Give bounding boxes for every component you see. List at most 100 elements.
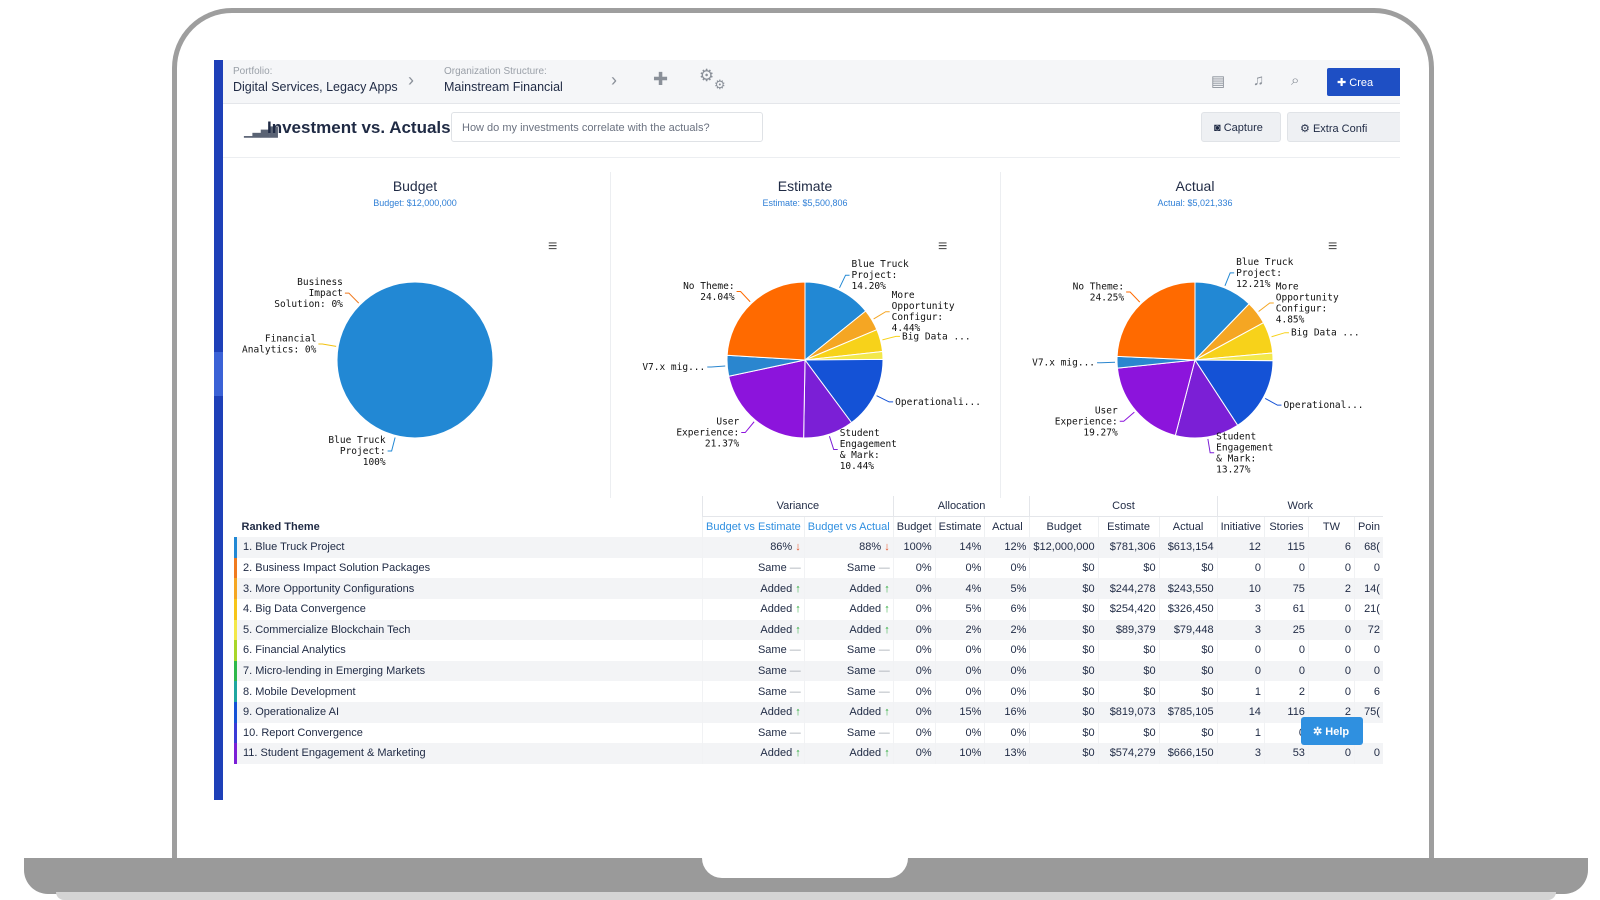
tw-cell: 6 <box>1307 537 1355 558</box>
pie-chart: Blue Truck Project: 14.20%More Opportunity C… <box>642 259 981 472</box>
column-header-cost-budget[interactable]: Budget <box>1029 516 1099 538</box>
table-row[interactable]: 3. More Opportunity Configurations Added … <box>234 578 1383 599</box>
table-row[interactable]: 4. Big Data Convergence Added ↑ Added ↑ 0% 5… <box>234 598 1383 620</box>
alloc-budget-cell: 0% <box>892 743 936 764</box>
ranked-theme-cell[interactable]: 5. Commercialize Blockchain Tech <box>234 619 703 641</box>
alloc-estimate-cell: 4% <box>934 578 985 599</box>
variance-text: Same <box>846 644 876 657</box>
variance-text: Same <box>846 562 876 575</box>
alloc-actual-cell: 0% <box>984 681 1030 702</box>
capture-button[interactable]: ◙ Capture <box>1201 112 1281 142</box>
top-bar: Portfolio: Digital Services, Legacy Apps… <box>223 60 1400 104</box>
ranked-theme-cell[interactable]: 7. Micro-lending in Emerging Markets <box>234 660 703 682</box>
camera-icon: ◙ <box>1214 122 1221 134</box>
bell-icon[interactable]: ♫ <box>1253 72 1265 89</box>
plus-icon[interactable]: ✚ <box>653 69 669 89</box>
pie-slice[interactable] <box>1174 358 1239 439</box>
points-cell: 0 <box>1353 660 1383 682</box>
arrow-up-icon: ↑ <box>792 623 801 636</box>
hamburger-menu-icon[interactable]: ≡ <box>548 238 558 255</box>
pie-label: Student Engagement & Mark: 13.27% <box>1216 431 1273 475</box>
table-row[interactable]: 10. Report Convergence Same — Same —0% 0% 0%… <box>234 722 1383 744</box>
hamburger-menu-icon[interactable]: ≡ <box>1328 238 1338 255</box>
pie-label: More Opportunity Configur: 4.44% <box>892 290 955 334</box>
table-row[interactable]: 5. Commercialize Blockchain Tech Added ↑ A… <box>234 619 1383 641</box>
alloc-budget-cell: 0% <box>892 701 936 723</box>
variance-text: Added <box>760 623 793 636</box>
search-icon[interactable]: ⌕ <box>1291 72 1300 89</box>
pie-slice[interactable] <box>1194 359 1274 426</box>
table-row[interactable]: 1. Blue Truck Project 86% ↓ 88% ↓ 100% 14% 12… <box>234 537 1383 558</box>
initiative-cell: 3 <box>1216 598 1265 620</box>
breadcrumb-value: Digital Services, Legacy Apps <box>233 80 398 94</box>
table-row[interactable]: 11. Student Engagement & Marketing Added … <box>234 743 1383 764</box>
breadcrumb-org-structure[interactable]: Organization Structure: Mainstream Finan… <box>444 66 563 94</box>
table-row[interactable]: 6. Financial Analytics Same — Same —0% 0% 0%… <box>234 640 1383 661</box>
budget-vs-estimate-cell: Added ↑ <box>702 578 805 599</box>
pie-label: V7.x mig... <box>1032 358 1095 369</box>
pie-slice[interactable] <box>804 358 884 424</box>
blank-header <box>236 496 703 517</box>
chart-title: Budget <box>392 178 438 194</box>
table-row[interactable]: 8. Mobile Development Same — Same —0% 0% 0% $… <box>234 681 1383 702</box>
cost-actual-cell: $785,105 <box>1158 701 1218 723</box>
arrow-up-icon: ↑ <box>881 623 890 636</box>
extra-config-button[interactable]: ⚙ Extra Confi <box>1287 112 1400 142</box>
ranked-theme-cell[interactable]: 3. More Opportunity Configurations <box>234 578 703 599</box>
points-cell: 6 <box>1353 681 1383 702</box>
chart-estimate: Estimate Estimate: $5,500,806 ≡ Blue Tru… <box>610 168 1000 498</box>
pie-slice[interactable] <box>726 281 806 361</box>
pie-slice[interactable] <box>1116 359 1196 437</box>
pie-slice[interactable] <box>1116 281 1196 361</box>
tw-cell: 0 <box>1307 743 1355 764</box>
pie-slice[interactable] <box>336 281 494 439</box>
column-header-ranked-theme[interactable]: Ranked Theme <box>241 520 320 533</box>
gears-icon[interactable]: ⚙ <box>699 66 715 85</box>
column-header-stories[interactable]: Stories <box>1263 516 1309 538</box>
ranked-theme-cell[interactable]: 11. Student Engagement & Marketing <box>234 743 703 764</box>
alloc-actual-cell: 2% <box>984 619 1030 641</box>
initiative-cell: 14 <box>1216 701 1265 723</box>
table-row[interactable]: 7. Micro-lending in Emerging Markets Same… <box>234 660 1383 682</box>
column-header-initiative[interactable]: Initiative <box>1216 516 1265 538</box>
budget-vs-actual-cell: Same — <box>803 557 894 579</box>
ranked-theme-cell[interactable]: 8. Mobile Development <box>234 681 703 702</box>
help-button[interactable]: ✲ Help <box>1301 717 1363 745</box>
table-row[interactable]: 2. Business Impact Solution Packages Same… <box>234 557 1383 579</box>
clipboard-icon[interactable]: ▤ <box>1211 73 1226 90</box>
chart-divider <box>1000 172 1001 498</box>
table-row[interactable]: 9. Operationalize AI Added ↑ Added ↑ 0% 15% 1… <box>234 701 1383 723</box>
create-button[interactable]: ✚ Crea <box>1327 68 1400 96</box>
column-header-budget-vs-estimate[interactable]: Budget vs Estimate <box>702 516 805 538</box>
budget-vs-estimate-cell: Added ↑ <box>702 598 805 620</box>
column-header-cost-actual[interactable]: Actual <box>1158 516 1218 538</box>
budget-vs-actual-cell: Added ↑ <box>803 619 894 641</box>
cost-budget-cell: $0 <box>1029 640 1099 661</box>
column-header-alloc-estimate[interactable]: Estimate <box>934 516 985 538</box>
column-header-tw[interactable]: TW <box>1307 516 1355 538</box>
pie-slice[interactable] <box>1194 281 1250 362</box>
pie-label: Student Engagement & Mark: 10.44% <box>840 428 897 472</box>
column-header-points[interactable]: Poin <box>1353 516 1383 538</box>
ranked-theme-cell[interactable]: 6. Financial Analytics <box>234 640 703 661</box>
ranked-theme-cell[interactable]: 1. Blue Truck Project <box>234 537 703 558</box>
column-header-alloc-actual[interactable]: Actual <box>984 516 1030 538</box>
variance-text: Added <box>760 706 793 719</box>
column-header-budget-vs-actual[interactable]: Budget vs Actual <box>803 516 894 538</box>
ranked-theme-cell[interactable]: 10. Report Convergence <box>234 722 703 744</box>
gear-small-icon: ⚙ <box>714 77 726 92</box>
hamburger-menu-icon[interactable]: ≡ <box>938 238 948 255</box>
ranked-theme-cell[interactable]: 9. Operationalize AI <box>234 701 703 723</box>
points-cell: 0 <box>1353 743 1383 764</box>
pie-slice[interactable] <box>728 359 806 439</box>
breadcrumb-portfolio[interactable]: Portfolio: Digital Services, Legacy Apps <box>233 66 398 94</box>
column-header-cost-estimate[interactable]: Estimate <box>1097 516 1160 538</box>
variance-text: Same <box>846 685 876 698</box>
chevron-right-icon[interactable]: › <box>611 70 617 90</box>
ranked-theme-cell[interactable]: 4. Big Data Convergence <box>234 598 703 620</box>
question-input[interactable]: How do my investments correlate with the… <box>451 112 763 142</box>
stories-cell: 0 <box>1263 557 1309 579</box>
pie-slice[interactable] <box>804 281 867 362</box>
column-header-alloc-budget[interactable]: Budget <box>892 516 936 538</box>
ranked-theme-cell[interactable]: 2. Business Impact Solution Packages <box>234 557 703 579</box>
